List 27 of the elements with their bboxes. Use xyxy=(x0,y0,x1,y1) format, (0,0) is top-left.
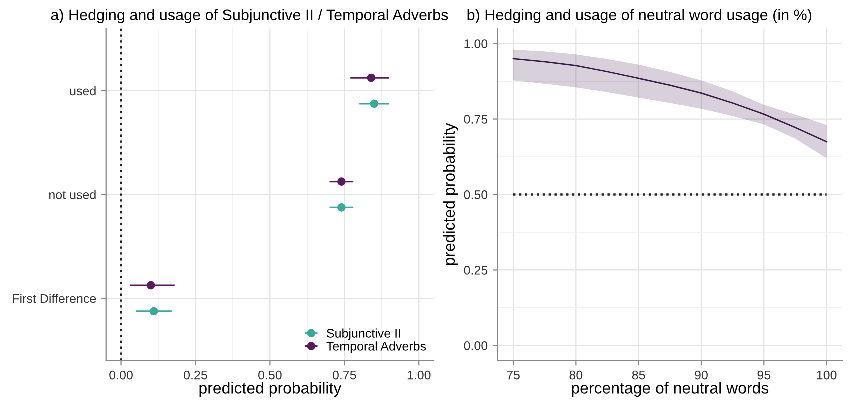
y-tick-label: First Difference xyxy=(13,294,96,304)
y-tick-label: used xyxy=(70,86,96,96)
chart-title: b) Hedging and usage of neutral word usage (in %) xyxy=(468,9,812,24)
x-axis-title: percentage of neutral words xyxy=(572,382,769,398)
y-tick-label: 1.00 xyxy=(464,40,488,48)
x-tick-label: 1.00 xyxy=(408,370,431,380)
x-tick-label: 0.00 xyxy=(110,370,133,380)
x-tick-label: 0.50 xyxy=(258,370,282,380)
y-tick-label: 0.75 xyxy=(464,115,488,124)
x-tick-label: 90 xyxy=(695,370,708,380)
y-axis-title: predicted probability xyxy=(443,123,458,266)
y-tick-label: not used xyxy=(50,190,96,200)
y-tick-label: 0.00 xyxy=(464,342,488,350)
chart-title: a) Hedging and usage of Subjunctive II / Temporal Adverbs xyxy=(51,9,448,24)
x-tick-label: 0.75 xyxy=(332,370,356,380)
x-tick-label: 100 xyxy=(817,370,837,380)
x-tick-label: 75 xyxy=(507,370,520,380)
x-tick-label: 85 xyxy=(632,370,646,380)
legend-label: Temporal Adverbs xyxy=(326,342,426,354)
legend-label: Subjunctive II xyxy=(327,328,400,340)
y-tick-label: 0.25 xyxy=(464,266,488,275)
y-tick-label: 0.50 xyxy=(464,190,488,200)
x-tick-label: 80 xyxy=(570,370,583,380)
line-series xyxy=(512,58,828,143)
x-tick-label: 0.25 xyxy=(184,370,208,380)
x-axis-title: predicted probability xyxy=(200,382,342,398)
x-tick-label: 95 xyxy=(758,370,771,380)
